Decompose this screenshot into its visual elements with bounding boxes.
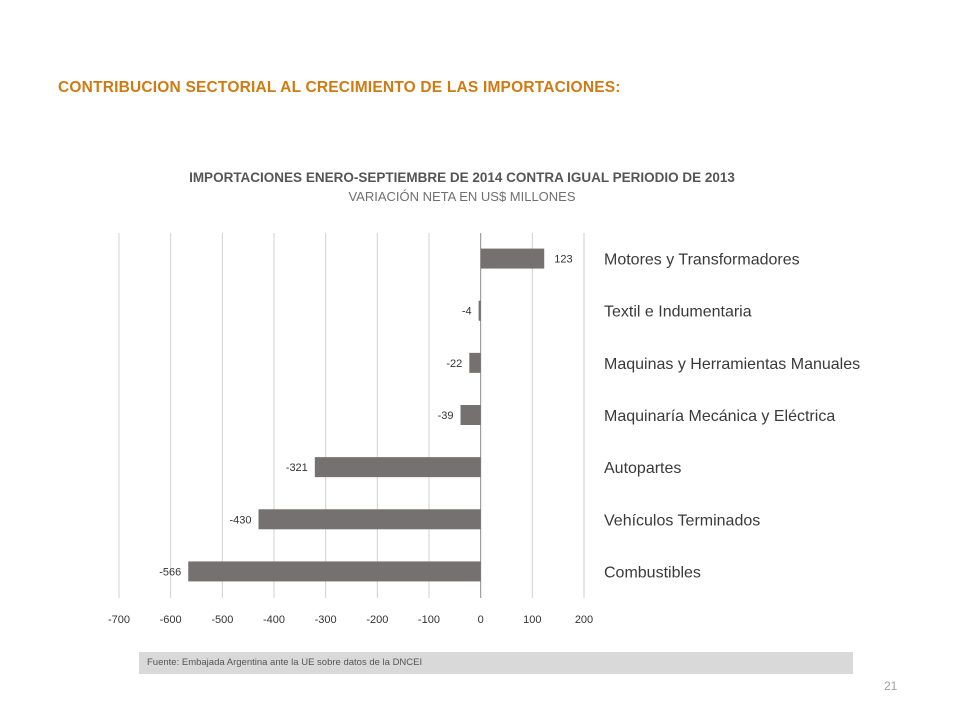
source-text: Fuente: Embajada Argentina ante la UE so…: [147, 657, 423, 668]
chart-bars: [188, 248, 545, 582]
x-tick-label: -500: [211, 614, 233, 626]
source-bar: Fuente: Embajada Argentina ante la UE so…: [139, 652, 853, 674]
x-tick-label: -700: [108, 614, 130, 626]
bar: [314, 457, 481, 478]
x-tick-label: -100: [418, 614, 440, 626]
bar-value-label: -4: [462, 306, 472, 318]
bar-value-label: -430: [229, 514, 251, 526]
x-tick-label: 100: [523, 614, 541, 626]
x-tick-label: -200: [366, 614, 388, 626]
chart-title: IMPORTACIONES ENERO-SEPTIEMBRE DE 2014 C…: [189, 170, 735, 185]
bar-value-label: -22: [446, 358, 462, 370]
bar-value-label: 123: [554, 254, 572, 266]
category-label: Motores y Transformadores: [604, 252, 800, 269]
category-label: Maquinas y Herramientas Manuales: [604, 356, 860, 373]
chart-subtitle: VARIACIÓN NETA EN US$ MILLONES: [348, 189, 576, 204]
bar-value-label: -39: [438, 410, 454, 422]
category-label: Combustibles: [604, 564, 701, 581]
category-label: Maquinaría Mecánica y Eléctrica: [604, 408, 835, 425]
bar: [258, 509, 481, 530]
category-label: Textil e Indumentaria: [604, 304, 752, 321]
bar-value-label: -321: [286, 462, 308, 474]
chart-value-labels: 123 -4 -22 -39 -321 -430 -566: [159, 254, 572, 579]
chart-grid: [118, 233, 585, 598]
bar: [480, 248, 545, 269]
x-tick-label: 200: [575, 614, 593, 626]
category-label: Autopartes: [604, 460, 681, 477]
bar: [478, 300, 481, 321]
page-number: 21: [884, 679, 898, 693]
x-tick-label: 0: [478, 614, 484, 626]
chart-category-labels: Motores y Transformadores Textil e Indume…: [604, 252, 860, 582]
category-label: Vehículos Terminados: [604, 512, 760, 529]
bar-value-label: -566: [159, 566, 181, 578]
bar: [460, 405, 481, 425]
chart-x-tick-labels: -700 -600 -500 -400 -300 -200 -100 0 100 200: [108, 614, 593, 626]
slide-title: CONTRIBUCION SECTORIAL AL CRECIMIENTO DE…: [58, 79, 621, 96]
bar: [188, 561, 481, 582]
x-tick-label: -600: [160, 614, 182, 626]
x-tick-label: -400: [263, 614, 285, 626]
bar: [469, 352, 481, 373]
x-tick-label: -300: [315, 614, 337, 626]
